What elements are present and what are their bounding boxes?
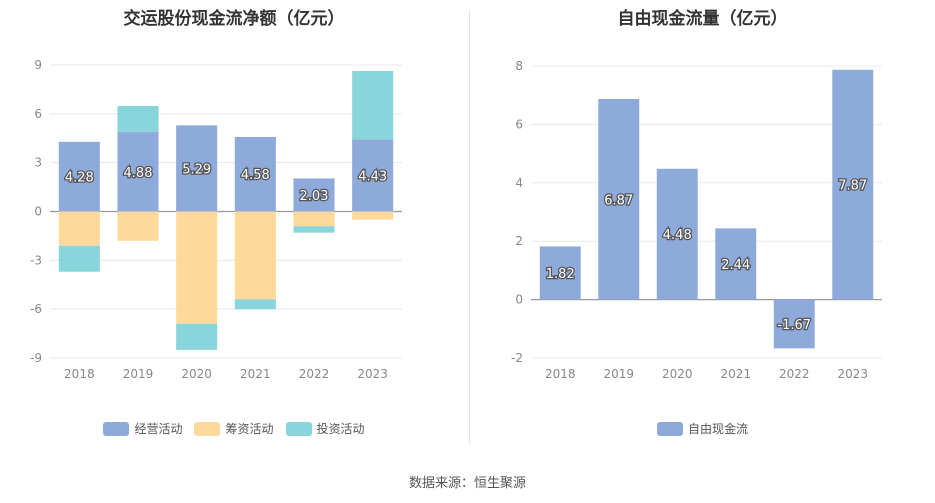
legend-label: 自由现金流 xyxy=(687,422,748,436)
bar-筹资活动-2018 xyxy=(58,211,100,246)
cash-flow-net-chart: 交运股份现金流净额（亿元） -9 -6 -3 0 3 6 9 4.28 2018 4.88 2019… xyxy=(0,0,468,460)
bar-投资活动-2018 xyxy=(58,245,100,272)
bar-经营活动-2018 xyxy=(58,141,100,212)
data-label: 4.48 xyxy=(663,228,692,243)
bar-投资活动-2023 xyxy=(352,71,394,140)
y-tick-label: 0 xyxy=(34,205,42,219)
x-tick-label: 2020 xyxy=(181,367,212,381)
bar-经营活动-2019 xyxy=(117,132,159,212)
x-tick-label: 2022 xyxy=(299,367,330,381)
cash-flow-net-plot: -9 -6 -3 0 3 6 9 4.28 2018 4.88 2019 5.29 2020 4.58 20… xyxy=(30,58,402,381)
y-tick-label: -9 xyxy=(30,351,42,365)
y-tick-label: -3 xyxy=(30,253,42,267)
bar-经营活动-2021 xyxy=(234,136,276,212)
bar-投资活动-2020 xyxy=(176,323,218,350)
chart-title: 自由现金流量（亿元） xyxy=(617,9,788,29)
bar-自由现金流-2018 xyxy=(539,246,581,300)
x-tick-label: 2021 xyxy=(720,367,751,381)
x-tick-label: 2019 xyxy=(123,367,154,381)
bar-自由现金流-2023 xyxy=(832,69,874,300)
data-label: 4.43 xyxy=(358,169,387,184)
chart-title: 交运股份现金流净额（亿元） xyxy=(123,9,345,29)
bar-投资活动-2019 xyxy=(117,106,159,133)
bar-自由现金流-2021 xyxy=(715,228,757,300)
data-label: 4.58 xyxy=(241,168,270,183)
bar-经营活动-2023 xyxy=(352,139,394,212)
y-tick-label: -6 xyxy=(30,302,42,316)
data-label: 5.29 xyxy=(182,162,211,177)
data-label: 4.88 xyxy=(124,166,153,181)
y-tick-label: 6 xyxy=(515,117,523,131)
legend-swatch xyxy=(103,421,130,436)
x-tick-label: 2018 xyxy=(545,367,576,381)
x-tick-label: 2020 xyxy=(662,367,693,381)
data-label: 1.82 xyxy=(546,267,575,282)
x-tick-label: 2018 xyxy=(64,367,95,381)
y-tick-label: 3 xyxy=(34,156,42,170)
panel-divider xyxy=(469,10,470,445)
data-label: 4.28 xyxy=(65,171,94,186)
bar-筹资活动-2022 xyxy=(293,211,335,227)
x-tick-label: 2019 xyxy=(603,367,634,381)
legend: 自由现金流 xyxy=(470,420,935,439)
legend-item[interactable]: 筹资活动 xyxy=(194,420,274,437)
bar-筹资活动-2020 xyxy=(176,211,218,324)
bar-投资活动-2021 xyxy=(234,299,276,310)
y-tick-label: -2 xyxy=(511,351,523,365)
x-tick-label: 2021 xyxy=(240,367,271,381)
y-tick-label: 8 xyxy=(515,59,523,73)
legend-item[interactable]: 投资活动 xyxy=(285,420,365,437)
bar-筹资活动-2019 xyxy=(117,211,159,241)
data-label: 7.87 xyxy=(838,179,867,194)
data-label: -1.67 xyxy=(777,318,811,333)
data-source: 数据来源：恒生聚源 xyxy=(408,476,526,491)
legend-swatch xyxy=(285,421,312,436)
y-tick-label: 4 xyxy=(515,176,523,190)
y-tick-label: 9 xyxy=(34,58,42,72)
bar-投资活动-2022 xyxy=(293,226,335,233)
x-tick-label: 2023 xyxy=(357,367,388,381)
legend-label: 投资活动 xyxy=(316,422,365,436)
x-tick-label: 2022 xyxy=(779,367,810,381)
bar-自由现金流-2022 xyxy=(773,299,815,349)
bar-经营活动-2022 xyxy=(293,178,335,212)
legend: 经营活动 筹资活动 投资活动 xyxy=(0,420,468,439)
x-tick-label: 2023 xyxy=(837,367,868,381)
bar-筹资活动-2021 xyxy=(234,211,276,300)
bar-筹资活动-2023 xyxy=(352,211,394,220)
y-tick-label: 2 xyxy=(515,234,523,248)
data-label: 2.03 xyxy=(300,189,329,204)
legend-item[interactable]: 经营活动 xyxy=(103,420,182,437)
legend-swatch xyxy=(656,421,683,436)
bar-自由现金流-2020 xyxy=(656,168,698,300)
legend-label: 经营活动 xyxy=(134,422,183,436)
data-label: 2.44 xyxy=(721,258,750,273)
legend-swatch xyxy=(194,421,221,436)
y-tick-label: 0 xyxy=(515,293,523,307)
legend-item[interactable]: 自由现金流 xyxy=(656,420,748,437)
free-cash-flow-chart: 自由现金流量（亿元） -2 0 2 4 6 8 1.82 2018 6.87 2019 4.48 20… xyxy=(470,0,935,460)
data-label: 6.87 xyxy=(604,193,633,208)
y-tick-label: 6 xyxy=(34,107,42,121)
bar-经营活动-2020 xyxy=(176,125,218,212)
free-cash-flow-plot: -2 0 2 4 6 8 1.82 2018 6.87 2019 4.48 2020 2.44 2021 -… xyxy=(511,59,882,381)
legend-label: 筹资活动 xyxy=(225,422,274,436)
bar-自由现金流-2019 xyxy=(598,98,640,300)
